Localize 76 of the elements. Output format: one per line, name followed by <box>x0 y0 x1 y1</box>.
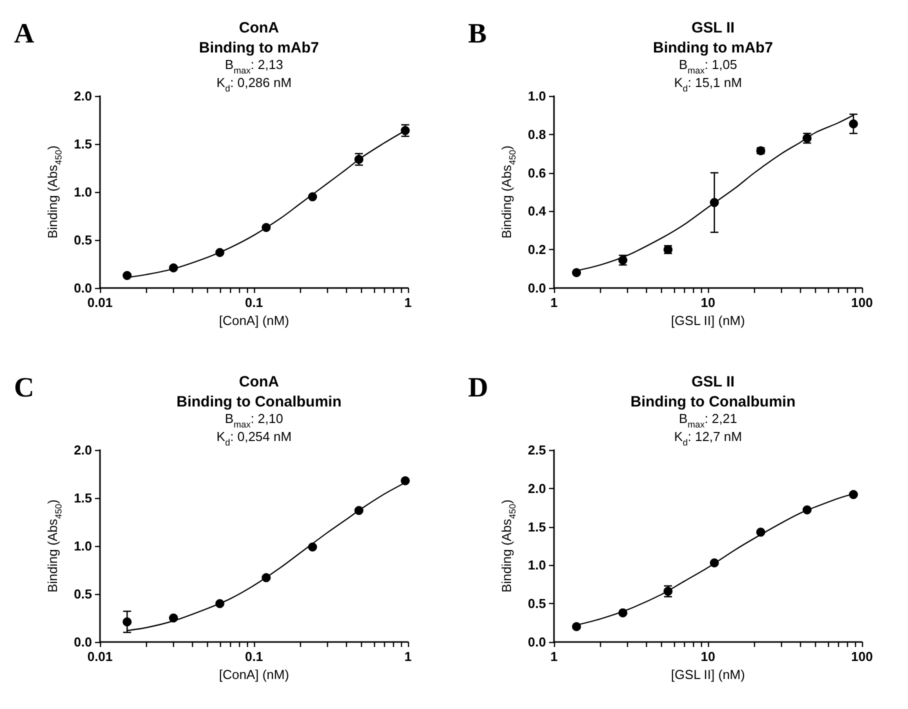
point <box>572 268 582 278</box>
point <box>215 599 224 608</box>
x-tick-label: 1 <box>404 295 412 310</box>
y-tick-label: 2.5 <box>528 442 546 458</box>
point <box>262 223 271 232</box>
x-tick-label: 0.1 <box>244 649 264 664</box>
point <box>168 263 178 272</box>
y-axis-title: Binding (Abs450) <box>45 499 64 593</box>
x-axis-title: [GSL II] (nM) <box>671 313 745 328</box>
x-tick-label: 10 <box>700 295 716 310</box>
y-tick-label: 0.5 <box>74 586 92 602</box>
y-tick-label: 2.0 <box>74 88 92 104</box>
x-tick-label: 1 <box>550 649 558 664</box>
point <box>848 119 858 128</box>
chart-subtitle: Binding to Conalbumin <box>630 394 796 410</box>
y-tick-label: 0.4 <box>528 204 547 219</box>
x-tick-label: 10 <box>700 649 716 664</box>
y-tick-label: 2.0 <box>74 442 92 458</box>
chart-title: GSL II <box>691 374 735 390</box>
point <box>262 573 271 582</box>
chart-title: ConA <box>239 374 280 390</box>
y-tick-label: 1.5 <box>528 519 546 534</box>
point <box>710 558 719 568</box>
y-tick-label: 0.0 <box>528 634 546 650</box>
point <box>710 198 719 208</box>
point <box>168 614 178 622</box>
chart-subtitle: Binding to Conalbumin <box>176 394 342 410</box>
point <box>122 271 132 280</box>
y-tick-label: 2.0 <box>528 480 546 496</box>
point <box>122 617 132 626</box>
x-tick-label: 0.1 <box>244 295 264 310</box>
point <box>400 476 410 486</box>
y-tick-label: 1.0 <box>74 538 92 554</box>
y-tick-label: 0.0 <box>74 280 92 296</box>
y-tick-label: 0.6 <box>528 165 546 180</box>
x-tick-label: 100 <box>851 295 873 310</box>
point <box>400 126 410 136</box>
y-tick-label: 0.5 <box>74 232 92 248</box>
point <box>572 622 582 632</box>
x-tick-label: 1 <box>550 295 558 310</box>
y-tick-label: 0.2 <box>528 242 546 258</box>
point <box>308 192 318 202</box>
chart-subtitle: Binding to mAb7 <box>653 40 773 56</box>
point <box>215 248 224 257</box>
x-tick-label: 1 <box>404 649 412 664</box>
y-axis-title: Binding (Abs450) <box>499 499 518 593</box>
y-tick-label: 0.0 <box>74 634 92 650</box>
text: A <box>14 18 35 50</box>
y-tick-label: 0.5 <box>528 596 546 612</box>
y-axis-title: Binding (Abs450) <box>499 145 518 239</box>
y-axis-title: Binding (Abs450) <box>45 145 64 239</box>
text: D <box>468 372 488 404</box>
y-tick-label: 1.0 <box>74 184 92 200</box>
text: B <box>468 18 487 50</box>
point <box>308 542 318 552</box>
point <box>354 506 364 515</box>
x-axis-title: [ConA] (nM) <box>218 667 290 682</box>
chart-subtitle: Binding to mAb7 <box>199 40 319 56</box>
y-tick-label: 0.0 <box>528 280 546 296</box>
x-tick-label: 0.01 <box>87 295 113 310</box>
text: C <box>14 372 34 404</box>
x-tick-label: 100 <box>851 649 873 664</box>
x-axis-title: [GSL II] (nM) <box>671 667 745 682</box>
chart-title: GSL II <box>691 20 735 36</box>
point <box>756 528 766 537</box>
x-tick-label: 0.01 <box>87 649 113 664</box>
point <box>848 490 858 500</box>
y-tick-label: 1.5 <box>74 136 92 152</box>
y-tick-label: 0.8 <box>528 126 546 142</box>
chart-title: ConA <box>239 20 280 36</box>
point <box>618 608 628 618</box>
y-tick-label: 1.0 <box>528 558 546 573</box>
point <box>802 505 812 514</box>
y-tick-label: 1.5 <box>74 490 92 506</box>
x-axis-title: [ConA] (nM) <box>218 313 290 328</box>
y-tick-label: 1.0 <box>528 88 546 104</box>
